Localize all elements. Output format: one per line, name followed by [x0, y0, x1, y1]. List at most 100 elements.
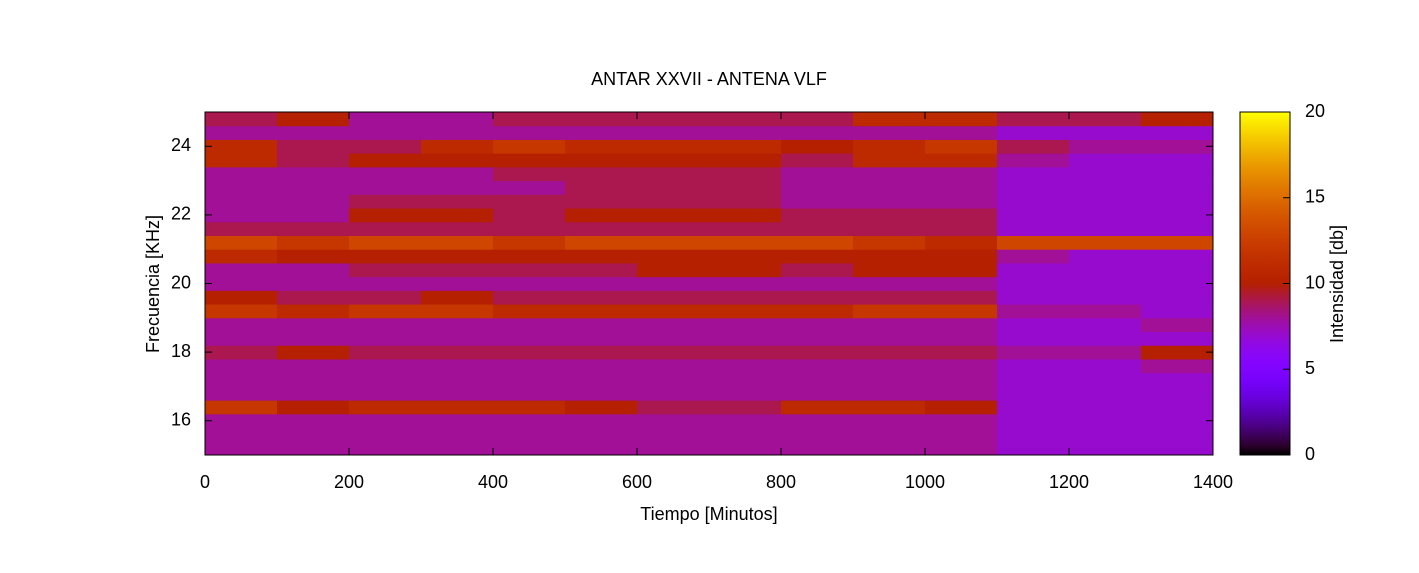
x-tick-label: 1000 — [905, 472, 945, 492]
heatmap-cell — [853, 249, 926, 264]
heatmap-cell — [925, 427, 998, 442]
heatmap-cell — [781, 276, 854, 291]
heatmap-cell — [637, 290, 710, 305]
heatmap-cell — [277, 413, 350, 429]
x-tick-label: 800 — [766, 472, 796, 492]
heatmap-cell — [853, 180, 926, 195]
heatmap-cell — [349, 386, 422, 401]
heatmap-cell — [349, 166, 422, 182]
heatmap-cell — [637, 441, 710, 456]
heatmap-cell — [709, 235, 782, 250]
heatmap-cell — [565, 249, 638, 264]
heatmap-cell — [997, 125, 1070, 140]
heatmap-cell — [925, 208, 998, 223]
heatmap-cell — [1141, 235, 1214, 250]
heatmap-cell — [709, 400, 782, 415]
heatmap-cell — [853, 194, 926, 209]
colorbar-tick-label: 15 — [1305, 187, 1325, 207]
heatmap-cell — [205, 221, 278, 236]
heatmap-cell — [421, 345, 494, 360]
heatmap-cell — [277, 386, 350, 401]
x-axis-label: Tiempo [Minutos] — [640, 504, 777, 524]
heatmap-cell — [205, 427, 278, 442]
heatmap-cell — [925, 358, 998, 374]
heatmap-cell — [205, 400, 278, 415]
heatmap-cell — [1069, 180, 1142, 195]
heatmap-cell — [709, 194, 782, 209]
heatmap-cell — [997, 290, 1070, 305]
heatmap-cell — [565, 304, 638, 319]
heatmap-cell — [565, 441, 638, 456]
heatmap-cell — [565, 194, 638, 209]
heatmap-cell — [349, 441, 422, 456]
heatmap-cell — [1069, 317, 1142, 333]
heatmap-cell — [1069, 153, 1142, 168]
heatmap-cell — [421, 249, 494, 264]
heatmap-cell — [565, 262, 638, 278]
heatmap-cell — [277, 180, 350, 195]
heatmap-cell — [1069, 372, 1142, 387]
heatmap-cell — [925, 372, 998, 387]
heatmap-cell — [1141, 139, 1214, 154]
heatmap-cell — [997, 317, 1070, 333]
heatmap-cell — [925, 386, 998, 401]
heatmap-cell — [205, 139, 278, 154]
heatmap-cell — [925, 153, 998, 168]
heatmap-cell — [781, 331, 854, 346]
heatmap-cell — [1069, 290, 1142, 305]
heatmap-cell — [421, 372, 494, 387]
heatmap-cell — [781, 372, 854, 387]
heatmap-cell — [349, 427, 422, 442]
heatmap-cell — [781, 235, 854, 250]
heatmap-cell — [925, 276, 998, 291]
heatmap-cell — [709, 358, 782, 374]
heatmap-cell — [565, 166, 638, 182]
heatmap-cell — [925, 194, 998, 209]
heatmap-cell — [421, 427, 494, 442]
heatmap-cell — [853, 235, 926, 250]
heatmap-cell — [637, 304, 710, 319]
heatmap-cell — [493, 427, 566, 442]
heatmap-cell — [1069, 262, 1142, 278]
heatmap-cell — [565, 221, 638, 236]
heatmap-cell — [925, 180, 998, 195]
heatmap-cell — [1141, 358, 1214, 374]
heatmap-cell — [853, 262, 926, 278]
heatmap-cell — [493, 112, 566, 127]
heatmap-cell — [853, 276, 926, 291]
heatmap-cell — [205, 180, 278, 195]
heatmap-cell — [709, 345, 782, 360]
heatmap-cell — [925, 317, 998, 333]
heatmap-cell — [709, 139, 782, 154]
heatmap-cell — [1069, 221, 1142, 236]
heatmap-cell — [565, 372, 638, 387]
heatmap-cell — [1141, 208, 1214, 223]
heatmap-cell — [421, 194, 494, 209]
heatmap-cell — [205, 276, 278, 291]
heatmap-cell — [1069, 208, 1142, 223]
heatmap-cell — [1069, 166, 1142, 182]
heatmap-cell — [637, 194, 710, 209]
heatmap-cell — [1141, 194, 1214, 209]
heatmap-cell — [421, 413, 494, 429]
heatmap-cell — [709, 208, 782, 223]
heatmap-cell — [1069, 331, 1142, 346]
heatmap-cell — [205, 413, 278, 429]
heatmap-cell — [349, 180, 422, 195]
heatmap-cell — [421, 139, 494, 154]
heatmap-cell — [349, 194, 422, 209]
colorbar-tick-label: 10 — [1305, 272, 1325, 292]
heatmap-cell — [637, 317, 710, 333]
heatmap-cell — [1069, 441, 1142, 456]
y-tick-label: 16 — [171, 409, 191, 429]
heatmap-cell — [637, 235, 710, 250]
heatmap-cell — [277, 276, 350, 291]
heatmap-cell — [925, 290, 998, 305]
heatmap-cell — [781, 180, 854, 195]
heatmap-cell — [853, 208, 926, 223]
heatmap-cell — [853, 317, 926, 333]
heatmap-cell — [421, 331, 494, 346]
heatmap-cell — [493, 208, 566, 223]
heatmap-cell — [1141, 304, 1214, 319]
heatmap-cell — [637, 372, 710, 387]
